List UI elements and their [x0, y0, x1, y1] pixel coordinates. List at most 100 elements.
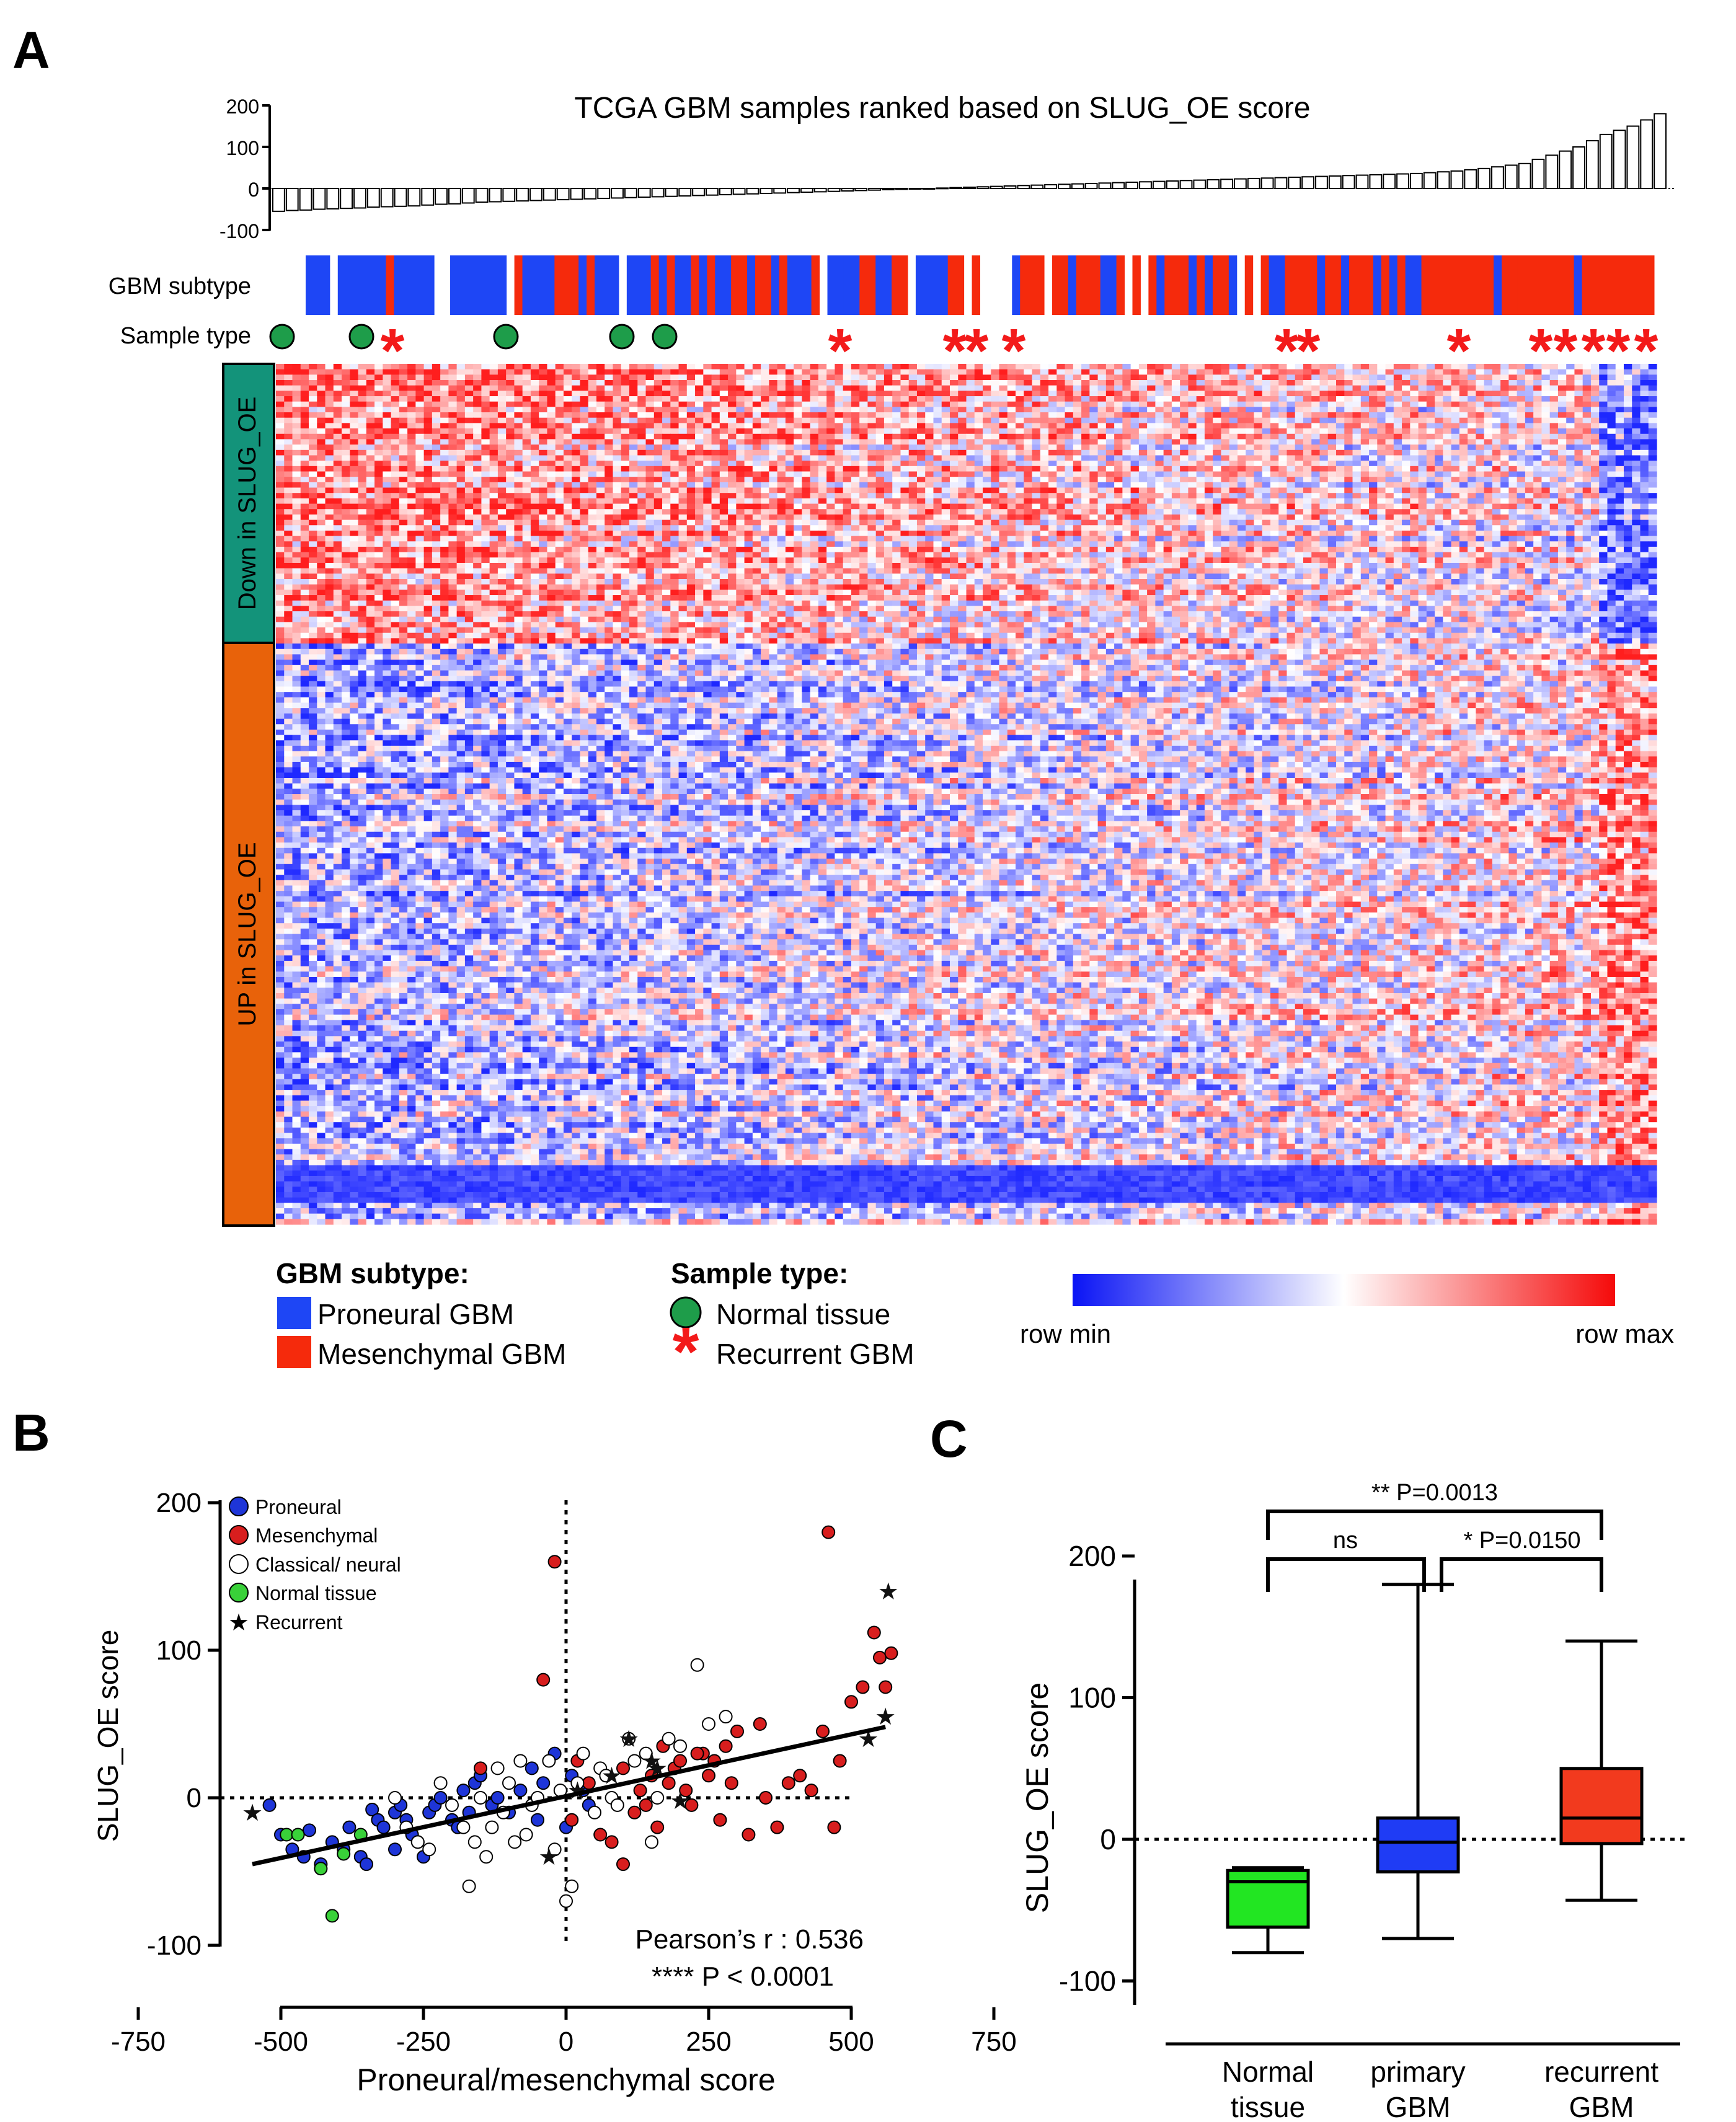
heatmap-cell	[1476, 380, 1484, 386]
heatmap-cell	[1574, 380, 1583, 386]
heatmap-cell	[1254, 369, 1262, 375]
heatmap-cell	[1427, 374, 1435, 380]
rank-bar	[1654, 113, 1666, 188]
heatmap-cell	[1435, 374, 1443, 380]
heatmap-cell	[786, 369, 794, 375]
subtype-cell	[1036, 255, 1044, 315]
rank-bar	[774, 188, 786, 193]
heatmap-cell	[596, 369, 605, 375]
normal-marker	[494, 325, 518, 348]
subtype-cell	[1445, 255, 1453, 315]
heatmap-cell	[547, 380, 556, 386]
heatmap-cell	[810, 374, 819, 380]
heatmap-cell	[1016, 386, 1024, 391]
heatmap-cell	[826, 374, 835, 380]
heatmap-cell	[1640, 364, 1649, 369]
heatmap-cell	[531, 369, 539, 375]
heatmap-cell	[1344, 364, 1353, 369]
heatmap-cell	[1361, 364, 1370, 369]
heatmap-cell	[703, 369, 712, 375]
subtype-cell	[1397, 255, 1406, 315]
heatmap-cell	[1468, 374, 1476, 380]
heatmap-cell	[440, 380, 449, 386]
rank-bar	[1248, 179, 1260, 188]
heatmap-cell	[1574, 374, 1583, 380]
heatmap-cell	[1419, 364, 1427, 369]
heatmap-cell	[1574, 364, 1583, 369]
heatmap-cell	[374, 386, 383, 391]
heatmap-cell	[826, 380, 835, 386]
subtype-cell	[1060, 255, 1068, 315]
heatmap-cell	[399, 364, 408, 369]
heatmap-cell	[334, 380, 342, 386]
heatmap-cell	[1500, 380, 1509, 386]
heatmap-cell	[1246, 386, 1254, 391]
rank-bar	[828, 188, 840, 192]
heatmap-cell	[374, 380, 383, 386]
heatmap-cell	[900, 374, 909, 380]
heatmap-cell	[1533, 364, 1542, 369]
heatmap-cell	[1295, 386, 1304, 391]
subtype-cell	[1630, 255, 1638, 315]
heatmap-cell	[514, 369, 523, 375]
heatmap-cell	[1344, 380, 1353, 386]
subtype-cell	[1213, 255, 1221, 315]
subtype-cell	[1164, 255, 1172, 315]
heatmap-cell	[942, 364, 950, 369]
heatmap-cell	[629, 369, 638, 375]
subtype-cell	[570, 255, 578, 315]
heatmap-cell	[391, 374, 400, 380]
heatmap-cell	[1394, 374, 1402, 380]
heatmap-cell	[892, 369, 901, 375]
heatmap-cell	[917, 369, 926, 375]
heatmap-cell	[1533, 380, 1542, 386]
subtype-cell	[851, 255, 859, 315]
heatmap-cell	[925, 374, 934, 380]
subtype-cell	[667, 255, 675, 315]
heatmap-cell	[1016, 380, 1024, 386]
rank-bar	[1058, 184, 1070, 188]
rank-bar	[273, 188, 285, 211]
heatmap-cell	[1122, 374, 1131, 380]
heatmap-cell	[1541, 369, 1550, 375]
panel-label-a: A	[12, 21, 50, 79]
heatmap-cell	[859, 369, 868, 375]
heatmap-cell	[637, 386, 646, 391]
heatmap-cell	[1056, 386, 1065, 391]
heatmap-cell	[326, 364, 334, 369]
heatmap-cell	[859, 380, 868, 386]
subtype-cell	[1333, 255, 1341, 315]
heatmap-cell	[490, 369, 498, 375]
heatmap-cell	[1246, 380, 1254, 386]
heatmap-cell	[1443, 374, 1451, 380]
heatmap-cell	[1172, 386, 1180, 391]
rank-bar	[354, 188, 366, 208]
heatmap-cell	[1262, 369, 1271, 375]
rank-bar	[1343, 175, 1355, 188]
heatmap-cell	[794, 380, 802, 386]
heatmap-cell	[556, 386, 564, 391]
heatmap-cell	[1410, 369, 1419, 375]
heatmap-cell	[1114, 380, 1123, 386]
heatmap-cell	[613, 380, 621, 386]
heatmap-cell	[703, 374, 712, 380]
heatmap-cell	[498, 374, 507, 380]
heatmap-cell	[448, 374, 457, 380]
rank-bar	[1600, 135, 1612, 188]
heatmap-cell	[1089, 364, 1098, 369]
subtype-cell	[731, 255, 739, 315]
heatmap-cell	[1550, 364, 1559, 369]
heatmap-cell	[490, 364, 498, 369]
heatmap-cell	[358, 386, 367, 391]
heatmap-cell	[687, 369, 696, 375]
heatmap-cell	[1468, 364, 1476, 369]
heatmap-cell	[342, 386, 350, 391]
normal-marker	[350, 325, 373, 348]
heatmap-cell	[440, 386, 449, 391]
heatmap-cell	[818, 386, 827, 391]
heatmap-cell	[1131, 364, 1140, 369]
heatmap-cell	[309, 369, 317, 375]
heatmap-cell	[786, 386, 794, 391]
heatmap-cell	[975, 374, 983, 380]
heatmap-cell	[531, 386, 539, 391]
